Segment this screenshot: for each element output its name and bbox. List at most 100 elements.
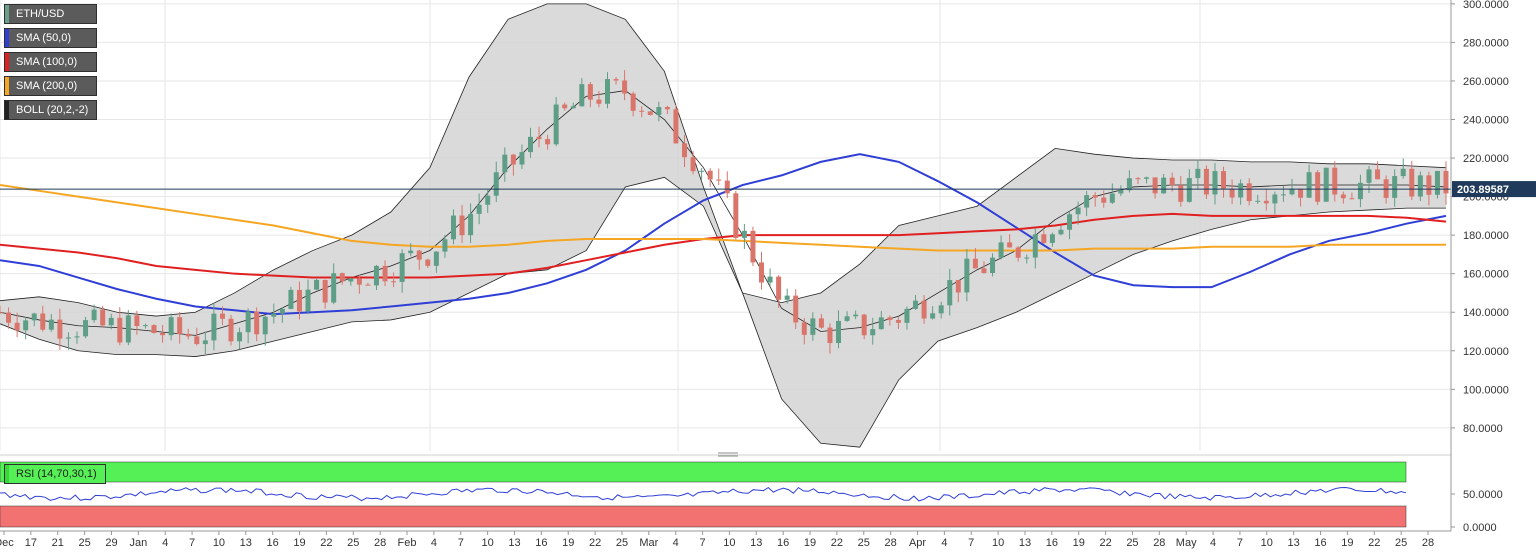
candle-body bbox=[622, 80, 628, 94]
candle-body bbox=[562, 104, 568, 109]
candle-body bbox=[818, 318, 824, 328]
x-tick-label: 4 bbox=[673, 537, 679, 549]
candle-body bbox=[1032, 234, 1038, 258]
candle-body bbox=[1323, 167, 1329, 202]
x-tick-label: 22 bbox=[1099, 537, 1111, 549]
y-tick-label: 240.0000 bbox=[1463, 114, 1509, 126]
candle-body bbox=[913, 300, 919, 309]
candle-body bbox=[570, 106, 576, 109]
candle-body bbox=[100, 309, 106, 326]
legend-sma-100[interactable]: SMA (100,0) bbox=[4, 52, 98, 72]
candle-body bbox=[125, 315, 131, 343]
legend-label: SMA (200,0) bbox=[16, 80, 78, 92]
candle-body bbox=[6, 312, 12, 323]
x-tick-label: 22 bbox=[589, 537, 601, 549]
candle-body bbox=[459, 215, 465, 236]
candle-body bbox=[1246, 183, 1252, 202]
candle-body bbox=[519, 152, 525, 165]
candle-body bbox=[1101, 197, 1107, 203]
candle-body bbox=[65, 337, 71, 339]
candle-body bbox=[981, 268, 987, 274]
legend-rsi[interactable]: RSI (14,70,30,1) bbox=[4, 464, 106, 484]
legend-label: ETH/USD bbox=[16, 8, 65, 20]
swatch-icon bbox=[5, 29, 9, 47]
candle-body bbox=[331, 273, 337, 303]
candle-body bbox=[724, 180, 730, 194]
sma-100-line bbox=[0, 212, 1447, 279]
candle-body bbox=[1443, 170, 1449, 194]
candle-body bbox=[83, 320, 89, 337]
x-tick-label: Jan bbox=[129, 537, 147, 549]
candle-body bbox=[391, 281, 397, 283]
candle-body bbox=[1366, 169, 1372, 183]
candle-body bbox=[365, 284, 371, 286]
candle-body bbox=[160, 332, 166, 336]
candle-body bbox=[1357, 182, 1363, 200]
candle-body bbox=[1084, 195, 1090, 208]
candle-body bbox=[1178, 185, 1184, 202]
rsi-line bbox=[0, 486, 1407, 502]
price-axis: 300.0000 280.0000 260.0000 240.0000 220.0000… bbox=[1450, 0, 1536, 534]
x-tick-label: 19 bbox=[293, 537, 305, 549]
candle-body bbox=[656, 107, 662, 115]
candle-body bbox=[1383, 179, 1389, 198]
candle-body bbox=[1049, 234, 1055, 243]
x-tick-label: 25 bbox=[1395, 537, 1407, 549]
candle-body bbox=[947, 280, 953, 306]
candle-body bbox=[510, 154, 516, 165]
legend-label: SMA (50,0) bbox=[16, 32, 72, 44]
candle-body bbox=[1426, 175, 1432, 195]
candle-body bbox=[271, 313, 277, 317]
x-tick-label: 4 bbox=[162, 537, 168, 549]
moving-averages bbox=[0, 153, 1447, 316]
x-tick-label: 19 bbox=[562, 537, 574, 549]
x-tick-label: 7 bbox=[700, 537, 706, 549]
candle-body bbox=[356, 278, 362, 285]
candle-body bbox=[117, 317, 123, 343]
candle-body bbox=[322, 279, 328, 303]
x-tick-label: 25 bbox=[616, 537, 628, 549]
candle-body bbox=[647, 111, 653, 115]
x-tick-label: Feb bbox=[398, 537, 417, 549]
legend-sma-200[interactable]: SMA (200,0) bbox=[4, 76, 98, 96]
y-tick-label: 220.0000 bbox=[1463, 153, 1509, 165]
x-tick-label: 21 bbox=[52, 537, 64, 549]
legend-eth-usd[interactable]: ETH/USD bbox=[4, 4, 98, 24]
candle-body bbox=[664, 107, 670, 110]
candle-body bbox=[1400, 168, 1406, 177]
candle-body bbox=[699, 170, 705, 172]
x-tick-label: 16 bbox=[535, 537, 547, 549]
x-tick-label: 16 bbox=[777, 537, 789, 549]
candle-body bbox=[296, 289, 302, 312]
candle-body bbox=[1289, 188, 1295, 195]
sma-50-line bbox=[0, 153, 1447, 316]
candle-body bbox=[373, 265, 379, 286]
candle-body bbox=[416, 250, 422, 260]
x-tick-label: 13 bbox=[750, 537, 762, 549]
legend-sma-50[interactable]: SMA (50,0) bbox=[4, 28, 98, 48]
y-tick-label: 80.0000 bbox=[1463, 423, 1503, 435]
swatch-icon bbox=[5, 5, 9, 23]
pane-divider[interactable] bbox=[0, 452, 1451, 457]
candle-body bbox=[202, 340, 208, 345]
legend-boll[interactable]: BOLL (20,2,-2) bbox=[4, 100, 98, 120]
candle-body bbox=[1058, 229, 1064, 235]
candle-body bbox=[219, 313, 225, 319]
x-tick-label: 10 bbox=[992, 537, 1004, 549]
candle-body bbox=[1272, 194, 1278, 204]
x-tick-label: 25 bbox=[78, 537, 90, 549]
x-tick-label: 4 bbox=[431, 537, 437, 549]
candle-body bbox=[853, 314, 859, 317]
x-tick-label: 13 bbox=[508, 537, 520, 549]
rsi-oversold-zone bbox=[0, 505, 1407, 528]
candle-body bbox=[1024, 257, 1030, 259]
x-tick-label: 25 bbox=[1126, 537, 1138, 549]
candle-body bbox=[878, 317, 884, 330]
x-tick-label: 28 bbox=[885, 537, 897, 549]
candle-body bbox=[681, 143, 687, 158]
candle-body bbox=[1169, 177, 1175, 186]
candle-body bbox=[1434, 170, 1440, 195]
candle-body bbox=[23, 320, 29, 331]
candle-body bbox=[382, 265, 388, 282]
